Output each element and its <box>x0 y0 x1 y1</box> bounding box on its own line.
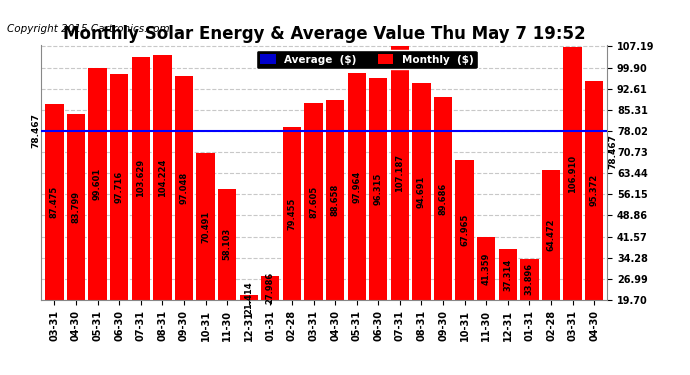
Bar <box>88 69 107 300</box>
Text: 95.372: 95.372 <box>590 174 599 207</box>
Text: 70.491: 70.491 <box>201 210 210 243</box>
Text: 97.716: 97.716 <box>115 171 124 203</box>
Text: 79.455: 79.455 <box>288 197 297 230</box>
Text: 83.799: 83.799 <box>72 191 81 223</box>
Text: 103.629: 103.629 <box>136 159 145 198</box>
Text: 97.964: 97.964 <box>352 171 361 203</box>
Bar <box>153 55 172 300</box>
Text: 94.691: 94.691 <box>417 175 426 207</box>
Bar <box>499 249 517 300</box>
Bar <box>564 47 582 300</box>
Bar <box>304 103 323 300</box>
Text: 27.986: 27.986 <box>266 272 275 304</box>
Bar <box>197 153 215 300</box>
Text: 58.103: 58.103 <box>223 228 232 261</box>
Bar <box>67 114 85 300</box>
Bar <box>175 76 193 300</box>
Text: 97.048: 97.048 <box>179 172 188 204</box>
Bar <box>391 46 409 300</box>
Bar <box>348 73 366 300</box>
Bar <box>520 259 539 300</box>
Text: 99.601: 99.601 <box>93 168 102 200</box>
Bar <box>218 189 236 300</box>
Text: 21.414: 21.414 <box>244 281 253 314</box>
Text: 41.359: 41.359 <box>482 252 491 285</box>
Text: 88.658: 88.658 <box>331 184 339 216</box>
Text: 78.467: 78.467 <box>609 134 618 169</box>
Text: 107.187: 107.187 <box>395 154 404 192</box>
Text: 87.475: 87.475 <box>50 186 59 218</box>
Bar <box>369 78 388 300</box>
Bar <box>326 100 344 300</box>
Text: 89.686: 89.686 <box>439 183 448 215</box>
Title: Monthly Solar Energy & Average Value Thu May 7 19:52: Monthly Solar Energy & Average Value Thu… <box>63 26 586 44</box>
Bar <box>455 160 474 300</box>
Text: 78.467: 78.467 <box>31 114 40 148</box>
Bar <box>283 127 301 300</box>
Text: 87.605: 87.605 <box>309 186 318 218</box>
Bar <box>110 74 128 300</box>
Text: 67.965: 67.965 <box>460 214 469 246</box>
Text: 33.896: 33.896 <box>525 263 534 296</box>
Bar <box>413 82 431 300</box>
Bar <box>434 97 452 300</box>
Bar <box>542 170 560 300</box>
Text: 64.472: 64.472 <box>546 219 555 251</box>
Bar <box>477 237 495 300</box>
Legend: Average  ($), Monthly  ($): Average ($), Monthly ($) <box>256 50 477 69</box>
Text: 96.315: 96.315 <box>374 173 383 205</box>
Bar <box>585 81 604 300</box>
Text: 106.910: 106.910 <box>568 154 577 193</box>
Text: 37.314: 37.314 <box>504 258 513 291</box>
Bar <box>261 276 279 300</box>
Bar <box>239 295 258 300</box>
Text: 104.224: 104.224 <box>158 158 167 197</box>
Bar <box>45 104 63 300</box>
Text: Copyright 2015 Cartronics.com: Copyright 2015 Cartronics.com <box>7 24 170 34</box>
Bar <box>132 57 150 300</box>
